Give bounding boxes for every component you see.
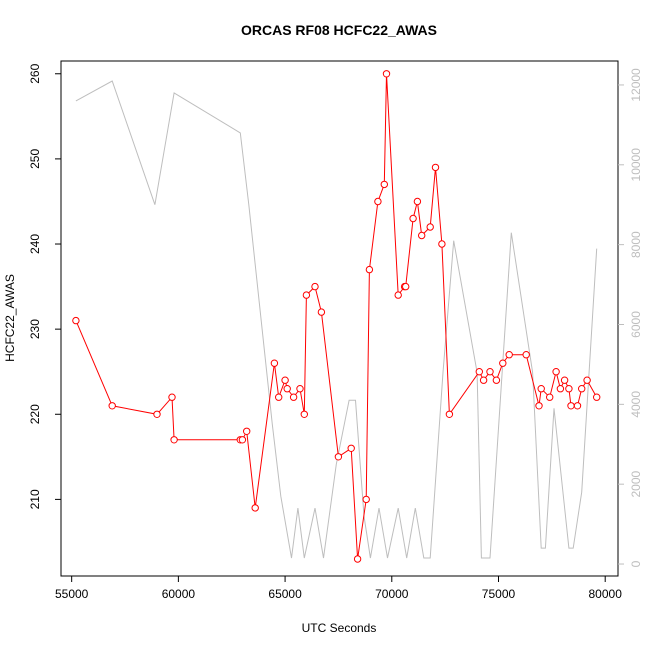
y-tick-label: 260: [28, 63, 42, 83]
x-tick-label: 75000: [482, 587, 516, 601]
data-point: [418, 231, 426, 240]
x-tick-label: 55000: [55, 587, 89, 601]
secondary-series-line: [75, 80, 598, 559]
data-point: [334, 453, 343, 461]
data-point: [311, 282, 319, 291]
data-point: [283, 385, 291, 393]
y-tick-label: 210: [28, 489, 42, 509]
y-tick-label: 240: [28, 234, 42, 254]
x-tick-label: 70000: [375, 587, 409, 601]
data-point: [72, 316, 80, 325]
data-point: [365, 265, 374, 274]
data-point: [522, 351, 530, 359]
y-axis-label: HCFC22_AWAS: [3, 274, 17, 362]
y2-tick-label: 10000: [629, 148, 643, 182]
data-point: [168, 393, 176, 401]
series-primary: [72, 70, 601, 563]
x-axis: 55000 60000 65000 70000 75000 80000: [55, 576, 622, 601]
x-axis-label: UTC Seconds: [302, 621, 377, 635]
data-point: [251, 504, 259, 512]
data-point: [275, 393, 283, 401]
data-point: [438, 240, 446, 248]
data-point: [492, 376, 501, 384]
data-point: [593, 393, 601, 401]
data-point: [535, 402, 543, 410]
data-point: [380, 180, 388, 189]
y-tick-label: 230: [28, 319, 42, 339]
data-point: [583, 376, 591, 384]
chart-title: ORCAS RF08 HCFC22_AWAS: [241, 22, 437, 38]
data-point: [560, 376, 569, 384]
data-point: [486, 368, 494, 376]
data-point: [317, 308, 326, 316]
data-point: [402, 282, 410, 291]
primary-series-line: [75, 73, 598, 560]
data-point: [556, 385, 565, 393]
data-point: [546, 393, 554, 401]
data-point: [281, 376, 289, 384]
y-tick-label: 220: [28, 404, 42, 424]
data-point: [537, 385, 545, 393]
y2-tick-label: 4000: [629, 391, 643, 418]
y-axis-left: 210 220 230 240 250 260: [28, 63, 61, 509]
data-point: [578, 385, 586, 393]
data-point: [499, 359, 507, 367]
data-point: [431, 163, 440, 172]
data-point: [413, 197, 422, 206]
y2-tick-label: 12000: [629, 68, 643, 102]
data-point: [479, 376, 488, 384]
data-point: [565, 385, 573, 393]
data-point: [362, 495, 370, 504]
data-point: [238, 436, 247, 444]
data-point: [296, 385, 304, 393]
data-point: [243, 427, 251, 435]
data-point: [347, 444, 355, 452]
data-point: [475, 368, 483, 376]
data-point: [153, 410, 161, 418]
y2-tick-label: 0: [629, 560, 643, 567]
y2-tick-label: 6000: [629, 311, 643, 338]
data-point: [289, 393, 298, 401]
x-tick-label: 80000: [589, 587, 623, 601]
data-point: [409, 214, 417, 223]
x-tick-label: 65000: [268, 587, 302, 601]
series-secondary: [75, 80, 598, 559]
x-tick-label: 60000: [162, 587, 196, 601]
data-point: [270, 359, 279, 367]
y-tick-label: 250: [28, 149, 42, 169]
data-point: [170, 436, 178, 444]
data-point: [302, 291, 311, 299]
data-point: [445, 410, 454, 418]
y2-tick-label: 2000: [629, 471, 643, 498]
y-axis-right: 0 2000 4000 6000 8000 10000 12000: [618, 68, 643, 567]
data-point: [505, 351, 513, 359]
data-point: [300, 410, 308, 418]
plot-frame: [60, 60, 619, 577]
data-point: [552, 368, 560, 376]
data-point: [382, 70, 391, 78]
data-point: [426, 223, 434, 231]
data-point: [353, 555, 362, 563]
y2-tick-label: 8000: [629, 231, 643, 258]
data-point: [108, 402, 116, 410]
data-point: [394, 291, 402, 299]
data-point: [573, 402, 582, 410]
data-point: [567, 402, 575, 410]
data-point: [374, 197, 382, 206]
